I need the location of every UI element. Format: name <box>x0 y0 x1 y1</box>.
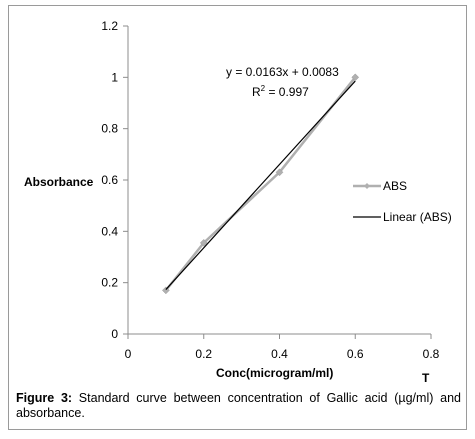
y-axis-title: Absorbance <box>24 175 94 189</box>
y-tick-label: 0.4 <box>101 224 118 238</box>
r-squared-label: R2 = 0.997 <box>252 84 309 99</box>
data-point <box>275 168 284 177</box>
x-tick-label: 0.6 <box>347 347 364 361</box>
x-tick-labels: 0 0.2 0.4 0.6 0.8 <box>125 347 440 361</box>
x-tick-label: 0 <box>125 347 132 361</box>
y-tick-label: 1.2 <box>101 19 118 33</box>
data-point <box>199 239 208 247</box>
data-point <box>351 73 360 82</box>
legend-abs-label: ABS <box>383 179 407 193</box>
x-axis-title: Conc(microgram/ml) <box>216 366 333 380</box>
x-tick-label: 0.8 <box>423 347 440 361</box>
x-tick-marks <box>127 334 432 339</box>
caption-label: Figure 3: <box>16 391 73 405</box>
y-tick-label: 0.8 <box>101 122 118 136</box>
caption-text: Standard curve between concentration of … <box>16 391 461 420</box>
legend-abs-marker <box>364 183 370 189</box>
chart: 0 0.2 0.4 0.6 0.8 1 1.2 0 0.2 0.4 0.6 0.8 y = 0.01… <box>24 19 452 385</box>
extra-t-label: T <box>422 371 430 385</box>
series-markers-abs <box>162 73 360 295</box>
y-tick-marks <box>123 25 128 335</box>
series-line-abs <box>164 76 357 292</box>
y-tick-labels: 0 0.2 0.4 0.6 0.8 1 1.2 <box>101 19 118 341</box>
trendline-linear-abs <box>165 80 356 290</box>
legend: ABS Linear (ABS) <box>353 179 452 224</box>
legend-trendline-label: Linear (ABS) <box>383 210 452 224</box>
y-tick-label: 0 <box>111 327 118 341</box>
x-tick-label: 0.2 <box>195 347 212 361</box>
x-tick-label: 0.4 <box>271 347 288 361</box>
figure-caption: Figure 3: Standard curve between concent… <box>16 391 461 421</box>
figure-frame <box>8 5 467 430</box>
y-tick-label: 1 <box>111 70 118 84</box>
data-point <box>162 286 170 295</box>
trendline-equation: y = 0.0163x + 0.0083 <box>226 65 339 79</box>
y-tick-label: 0.2 <box>101 276 118 290</box>
y-tick-label: 0.6 <box>101 173 118 187</box>
